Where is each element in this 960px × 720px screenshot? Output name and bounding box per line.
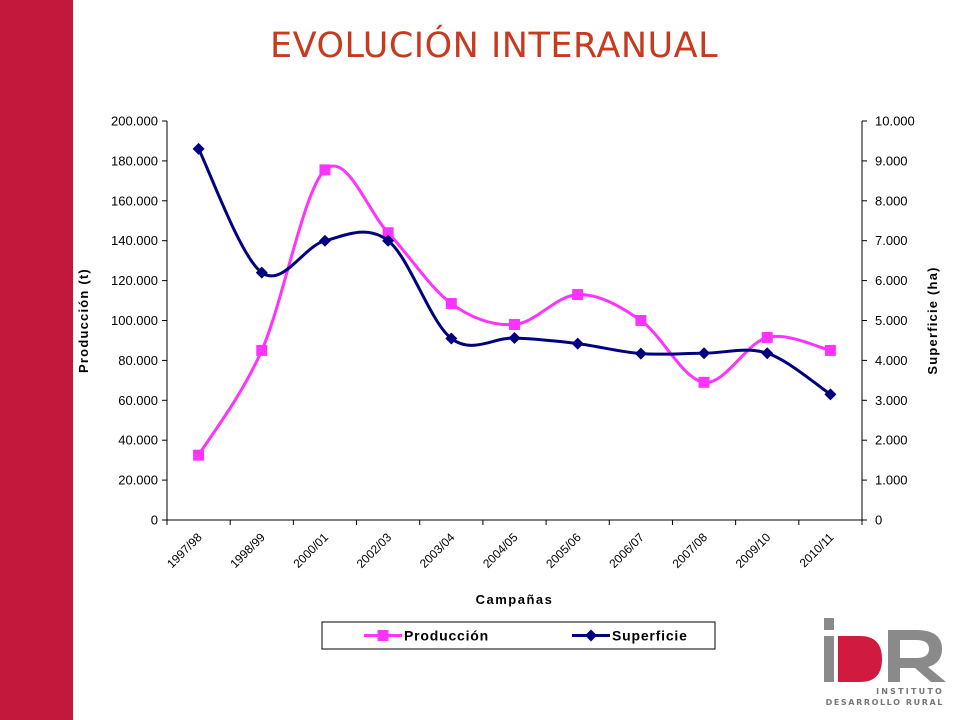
x-tick-label: 2006/07	[606, 530, 647, 571]
logo-line1: INSTITUTO	[876, 687, 944, 696]
y-tick-label: 100.000	[111, 313, 158, 328]
y2-tick-label: 5.000	[875, 313, 908, 328]
data-point-superficie	[255, 266, 268, 279]
y-tick-label: 180.000	[111, 153, 158, 168]
data-point-superficie	[571, 337, 584, 350]
legend-marker-superficie	[585, 629, 597, 642]
y-axis-title: Producción (t)	[76, 268, 91, 373]
y-tick-label: 0	[151, 513, 158, 528]
y2-tick-label: 1.000	[875, 473, 908, 488]
x-axis-title: Campañas	[476, 592, 554, 607]
series-line-superficie	[197, 148, 832, 396]
x-tick-label: 2003/04	[417, 530, 458, 571]
data-point-produccion	[193, 449, 205, 461]
y-tick-label: 60.000	[118, 393, 158, 408]
data-point-superficie	[824, 388, 837, 401]
data-point-superficie	[382, 234, 395, 247]
data-point-superficie	[445, 332, 458, 345]
data-point-superficie	[192, 142, 205, 155]
data-point-produccion	[445, 298, 457, 310]
y2-tick-label: 6.000	[875, 273, 908, 288]
logo-line2: DESARROLLO RURAL	[826, 698, 944, 707]
y2-tick-label: 8.000	[875, 193, 908, 208]
data-point-produccion	[761, 331, 773, 343]
data-point-superficie	[698, 347, 711, 360]
idr-logo: INSTITUTO DESARROLLO RURAL	[824, 618, 946, 707]
y-tick-label: 200.000	[111, 114, 158, 129]
x-tick-label: 2000/01	[290, 530, 331, 571]
logo-i-stem	[824, 636, 834, 682]
y-tick-label: 80.000	[118, 353, 158, 368]
y2-tick-label: 10.000	[875, 114, 915, 129]
y2-axis-title: Superficie (ha)	[925, 266, 940, 374]
data-point-superficie	[634, 347, 647, 360]
data-point-superficie	[508, 332, 521, 345]
legend-marker-produccion	[377, 630, 389, 641]
y-tick-label: 40.000	[118, 433, 158, 448]
y2-tick-label: 4.000	[875, 353, 908, 368]
y2-tick-label: 9.000	[875, 153, 908, 168]
data-point-produccion	[509, 318, 520, 330]
y2-tick-label: 3.000	[875, 393, 908, 408]
x-tick-label: 2007/08	[670, 530, 711, 571]
x-tick-label: 2010/11	[797, 530, 837, 570]
y2-tick-label: 7.000	[875, 233, 908, 248]
y-tick-label: 160.000	[111, 193, 158, 208]
y-tick-label: 20.000	[118, 473, 158, 488]
side-accent-bar	[0, 0, 73, 720]
data-point-produccion	[256, 344, 268, 356]
legend-label-produccion: Producción	[404, 628, 489, 644]
x-tick-label: 1998/99	[227, 530, 268, 571]
y-tick-label: 140.000	[111, 233, 158, 248]
legend-label-superficie: Superficie	[612, 628, 688, 644]
x-tick-label: 2009/10	[733, 530, 774, 571]
x-tick-label: 2005/06	[543, 530, 584, 571]
y2-tick-label: 2.000	[875, 433, 908, 448]
logo-i-dot	[824, 618, 834, 630]
x-tick-label: 2004/05	[480, 530, 521, 571]
data-point-produccion	[319, 164, 331, 176]
logo-d-letter	[838, 636, 882, 682]
x-tick-label: 2002/03	[354, 530, 395, 571]
x-tick-label: 1997/98	[164, 530, 205, 571]
data-point-produccion	[698, 376, 710, 388]
logo-r-letter	[888, 630, 946, 682]
series-line-produccion	[197, 164, 831, 456]
data-point-produccion	[824, 344, 836, 356]
data-point-produccion	[635, 315, 647, 326]
y-tick-label: 120.000	[111, 273, 158, 288]
data-point-produccion	[382, 227, 394, 239]
data-point-superficie	[761, 347, 774, 360]
data-point-produccion	[572, 289, 584, 301]
data-point-superficie	[318, 234, 331, 247]
y2-tick-label: 0	[875, 513, 882, 528]
slide-title: EVOLUCIÓN INTERANUAL	[270, 26, 719, 66]
